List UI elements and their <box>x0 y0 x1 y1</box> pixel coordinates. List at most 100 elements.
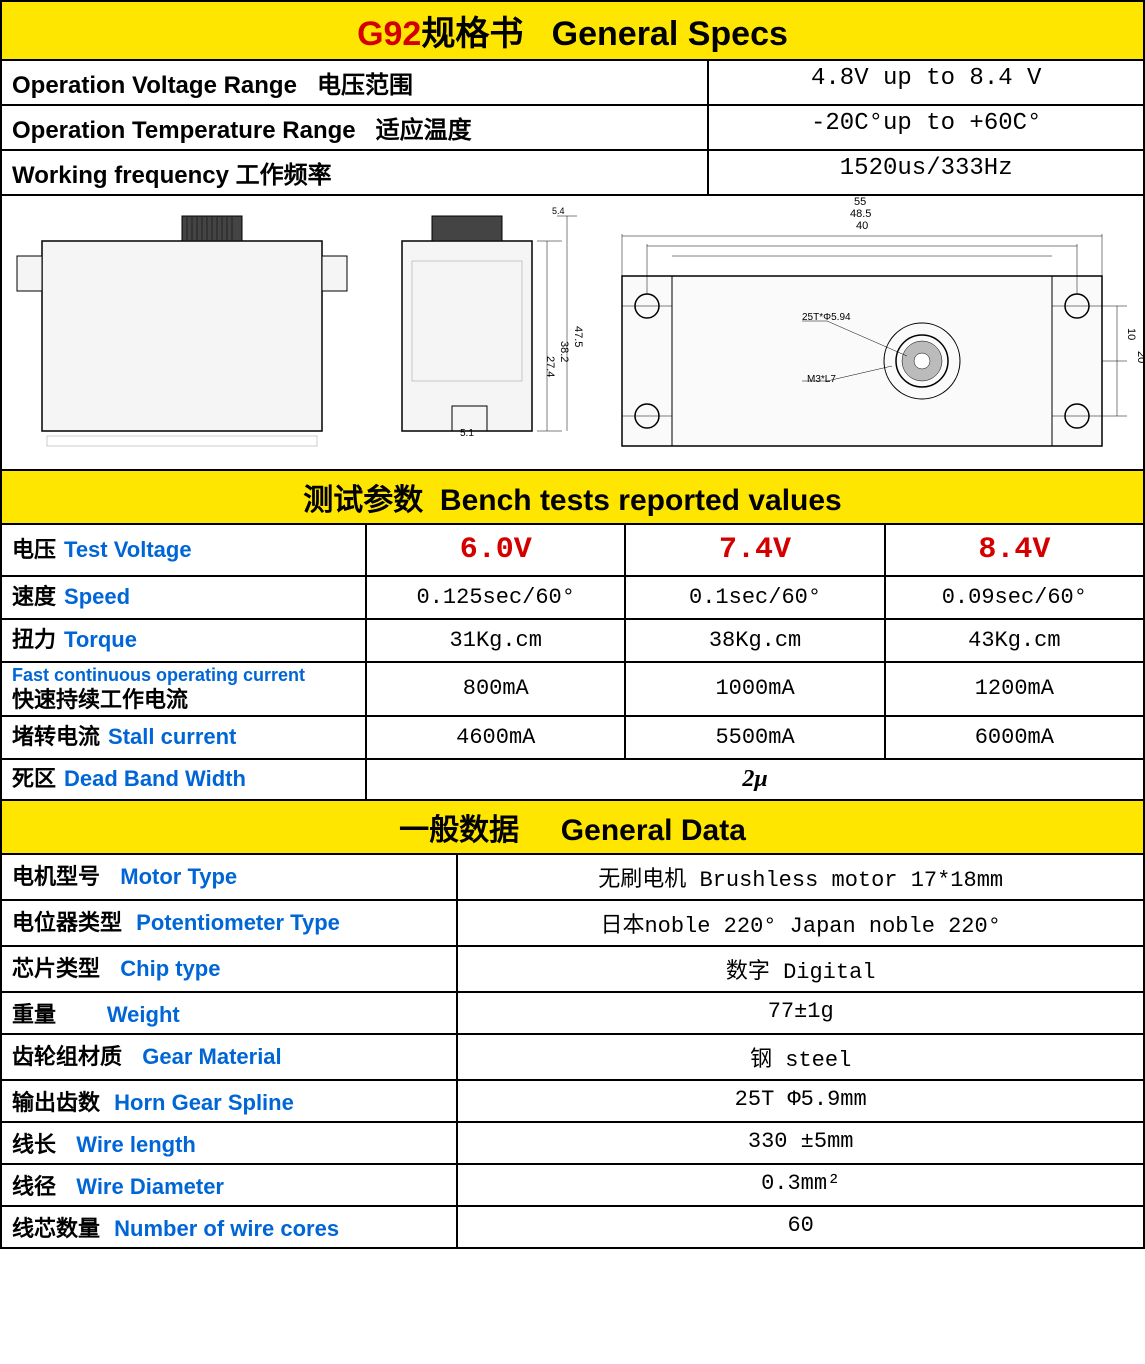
spec-label: Operation Temperature Range 适应温度 <box>2 106 709 149</box>
bench-label: 堵转电流 Stall current <box>2 717 367 758</box>
bench-cell: 5500mA <box>626 717 885 758</box>
gd-header-cn: 一般数据 <box>399 814 519 847</box>
bench-cell: 0.09sec/60° <box>886 577 1143 618</box>
gd-label: 电机型号 Motor Type <box>2 855 458 899</box>
spec-label-en: Operation Voltage Range <box>12 72 297 99</box>
bench-cell: 0.125sec/60° <box>367 577 626 618</box>
gd-row: 重量 Weight 77±1g <box>2 993 1143 1035</box>
spec-label: Working frequency 工作频率 <box>2 151 709 194</box>
bench-header-cn: 测试参数 <box>303 484 423 517</box>
spec-value: 4.8V up to 8.4 V <box>709 61 1143 104</box>
gd-label: 输出齿数 Horn Gear Spline <box>2 1081 458 1121</box>
gd-label-cn: 齿轮组材质 <box>12 1044 122 1069</box>
dim-25t: 25T*Φ5.94 <box>802 312 851 323</box>
product-code: G92 <box>357 15 421 53</box>
bench-row-speed: 速度 Speed 0.125sec/60° 0.1sec/60° 0.09sec… <box>2 577 1143 620</box>
gd-label-en: Wire length <box>76 1132 196 1157</box>
gd-label-en: Horn Gear Spline <box>114 1090 294 1115</box>
gd-label-en: Weight <box>107 1002 180 1027</box>
bench-label-en: Torque <box>64 627 137 653</box>
spec-label-cn: 工作频率 <box>236 162 332 189</box>
gd-row: 电机型号 Motor Type 无刷电机 Brushless motor 17*… <box>2 855 1143 901</box>
bench-row-stall: 堵转电流 Stall current 4600mA 5500mA 6000mA <box>2 717 1143 760</box>
bench-header: 测试参数 Bench tests reported values <box>2 471 1143 525</box>
gd-value: 77±1g <box>458 993 1143 1033</box>
gd-label: 芯片类型 Chip type <box>2 947 458 991</box>
bench-label-en: Test Voltage <box>64 537 192 563</box>
bench-cell: 43Kg.cm <box>886 620 1143 661</box>
dead-band-value: 2μ <box>367 760 1143 799</box>
bench-volt-2: 8.4V <box>886 525 1143 575</box>
gd-value: 60 <box>458 1207 1143 1247</box>
spec-row-freq: Working frequency 工作频率 1520us/333Hz <box>2 151 1143 196</box>
gd-value: 日本noble 220° Japan noble 220° <box>458 901 1143 945</box>
bench-row-current: Fast continuous operating current 快速持续工作… <box>2 663 1143 717</box>
bench-label: 死区 Dead Band Width <box>2 760 367 799</box>
gd-label-cn: 输出齿数 <box>12 1090 100 1115</box>
spec-label-cn: 适应温度 <box>376 117 472 144</box>
gd-label: 线长 Wire length <box>2 1123 458 1163</box>
gd-label-cn: 线芯数量 <box>12 1216 100 1241</box>
bench-label-cn: 快速持续工作电流 <box>12 687 355 713</box>
bench-label-cn: 堵转电流 <box>12 724 100 750</box>
bench-label-cn: 扭力 <box>12 627 56 653</box>
gd-value: 数字 Digital <box>458 947 1143 991</box>
title-bar: G92规格书 General Specs <box>2 2 1143 61</box>
bench-cell: 38Kg.cm <box>626 620 885 661</box>
dim-51: 5.1 <box>460 428 474 439</box>
spec-value: -20C°up to +60C° <box>709 106 1143 149</box>
gd-value: 无刷电机 Brushless motor 17*18mm <box>458 855 1143 899</box>
gd-value: 钢 steel <box>458 1035 1143 1079</box>
spec-label-cn: 电压范围 <box>317 72 413 99</box>
spec-label: Operation Voltage Range 电压范围 <box>2 61 709 104</box>
gd-row: 线径 Wire Diameter 0.3mm² <box>2 1165 1143 1207</box>
spec-row-voltage: Operation Voltage Range 电压范围 4.8V up to … <box>2 61 1143 106</box>
dim-40: 40 <box>856 220 868 232</box>
gd-label-cn: 线长 <box>12 1132 56 1157</box>
gd-row: 线长 Wire length 330 ±5mm <box>2 1123 1143 1165</box>
gd-label-en: Chip type <box>120 956 220 981</box>
gd-row: 芯片类型 Chip type 数字 Digital <box>2 947 1143 993</box>
gd-label-en: Motor Type <box>120 864 237 889</box>
general-data-rows: 电机型号 Motor Type 无刷电机 Brushless motor 17*… <box>2 855 1143 1247</box>
bench-row-deadband: 死区 Dead Band Width 2μ <box>2 760 1143 801</box>
bench-label: Fast continuous operating current 快速持续工作… <box>2 663 367 715</box>
gd-label-cn: 芯片类型 <box>12 956 100 981</box>
bench-cell: 6000mA <box>886 717 1143 758</box>
dim-10: 10 <box>1125 328 1137 340</box>
gd-label: 重量 Weight <box>2 993 458 1033</box>
dim-475: 47.5 <box>572 326 584 347</box>
general-data-header: 一般数据 General Data <box>2 801 1143 855</box>
gd-label: 线芯数量 Number of wire cores <box>2 1207 458 1247</box>
gd-label: 线径 Wire Diameter <box>2 1165 458 1205</box>
gd-label-en: Potentiometer Type <box>136 910 340 935</box>
spec-value: 1520us/333Hz <box>709 151 1143 194</box>
bench-label-en: Fast continuous operating current <box>12 665 355 687</box>
bench-label-en: Stall current <box>108 724 236 750</box>
gd-label-en: Wire Diameter <box>76 1174 224 1199</box>
bench-volt-0: 6.0V <box>367 525 626 575</box>
bench-cell: 4600mA <box>367 717 626 758</box>
bench-cell: 31Kg.cm <box>367 620 626 661</box>
gd-row: 齿轮组材质 Gear Material 钢 steel <box>2 1035 1143 1081</box>
gd-value: 25T Φ5.9mm <box>458 1081 1143 1121</box>
gd-row: 输出齿数 Horn Gear Spline 25T Φ5.9mm <box>2 1081 1143 1123</box>
gd-label-en: Gear Material <box>142 1044 281 1069</box>
dim-55: 55 <box>854 196 866 208</box>
bench-label-en: Speed <box>64 584 130 610</box>
gd-row: 电位器类型 Potentiometer Type 日本noble 220° Ja… <box>2 901 1143 947</box>
spec-row-temp: Operation Temperature Range 适应温度 -20C°up… <box>2 106 1143 151</box>
bench-label: 电压 Test Voltage <box>2 525 367 575</box>
gd-label-cn: 线径 <box>12 1174 56 1199</box>
bench-voltage-row: 电压 Test Voltage 6.0V 7.4V 8.4V <box>2 525 1143 577</box>
bench-volt-1: 7.4V <box>626 525 885 575</box>
bench-cell: 800mA <box>367 663 626 715</box>
gd-label-cn: 重量 <box>12 1002 56 1027</box>
gd-value: 0.3mm² <box>458 1165 1143 1205</box>
dim-m3: M3*L7 <box>807 374 836 385</box>
technical-drawings: 55 48.5 40 25T*Φ5.94 M3*L7 10 20 27.4 38… <box>2 196 1143 471</box>
dim-485: 48.5 <box>850 208 871 220</box>
title-en: General Specs <box>552 15 788 53</box>
gd-label: 电位器类型 Potentiometer Type <box>2 901 458 945</box>
spec-label-en: Working frequency <box>12 162 229 189</box>
